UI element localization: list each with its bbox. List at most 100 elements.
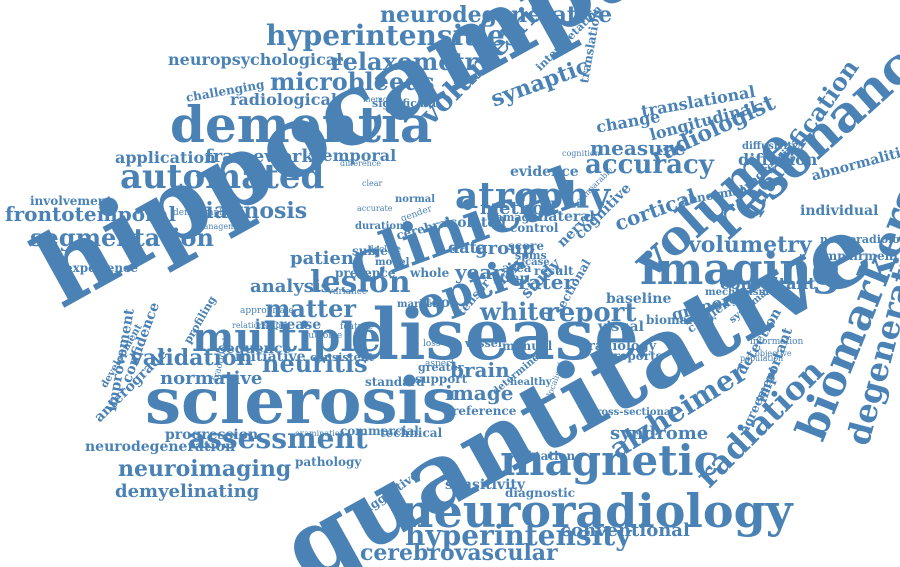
cloud-word-neurodegenerative: neurodegenerative xyxy=(380,2,613,28)
cloud-word-bilateral: bilateral xyxy=(528,209,595,225)
cloud-word-method: method xyxy=(480,198,557,219)
cloud-word-patient: patient xyxy=(290,248,363,269)
cloud-word-reference: reference xyxy=(452,404,517,418)
cloud-word-aspect: aspect xyxy=(425,359,455,369)
cloud-word-impairment: impairment xyxy=(820,249,899,263)
cloud-word-measure: measure xyxy=(590,136,686,160)
cloud-word-commercial: commercial xyxy=(340,424,419,438)
cloud-word-tran: tran xyxy=(500,271,529,285)
cloud-word-neuroradiologists: neuroradiologists xyxy=(820,233,900,246)
cloud-word-result: result xyxy=(534,264,574,278)
cloud-word-initiative: initiative xyxy=(235,349,306,365)
cloud-word-sensitivity: sensitivity xyxy=(445,477,526,493)
cloud-word-atrophy: atrophy xyxy=(455,175,611,217)
cloud-word-diffusion: diffusion xyxy=(738,150,818,169)
cloud-word-microbleeds: microbleeds xyxy=(270,67,435,96)
cloud-word-increase: increase xyxy=(255,317,322,333)
cloud-word-white: white xyxy=(480,297,554,326)
cloud-word-normative: normative xyxy=(160,368,263,389)
cloud-word-progression: progression xyxy=(165,427,259,443)
cloud-word-cross-sectional: cross-sectional xyxy=(590,407,675,418)
cloud-word-mechanism: mechanism xyxy=(705,287,770,298)
cloud-word-hyperintensity: hyperintensity xyxy=(405,519,632,552)
cloud-word-biomarker: biomarker xyxy=(646,313,717,327)
cloud-word-technical: technical xyxy=(380,426,443,440)
cloud-word-application: application xyxy=(115,148,216,167)
cloud-word-examination: examination xyxy=(295,429,345,438)
cloud-word-segmentation: segmentation xyxy=(30,223,214,252)
cloud-word-greater: greater xyxy=(418,361,464,374)
cloud-word-syndrome: syndrome xyxy=(610,423,709,444)
cloud-word-radiology: radiology xyxy=(588,339,657,354)
cloud-word-outcome: outcome xyxy=(303,331,343,341)
cloud-word-cerebrovascular: cerebrovascular xyxy=(360,540,558,566)
cloud-word-population: population xyxy=(740,354,784,363)
cloud-word-evidence: evidence xyxy=(510,164,579,180)
cloud-word-loss: loss xyxy=(423,339,441,349)
cloud-word-hyperintensities: hyperintensities xyxy=(266,19,521,52)
cloud-word-diagnosis: diagnosis xyxy=(190,198,308,224)
cloud-word-rater: rater xyxy=(518,270,574,294)
cloud-word-visual: visual xyxy=(598,319,644,335)
cloud-word-score: score xyxy=(508,239,545,253)
cloud-word-radiological: radiological xyxy=(230,90,337,109)
cloud-word-demyelinating: demyelinating xyxy=(115,481,260,502)
cloud-word-case: case xyxy=(525,257,550,268)
cloud-word-neurodegeneration: neurodegeneration xyxy=(85,439,236,455)
cloud-word-marker: marker xyxy=(397,299,438,310)
cloud-word-data: data xyxy=(448,238,488,257)
cloud-word-relaxometry: relaxometry xyxy=(330,47,492,76)
cloud-word-magnetic: magnetic xyxy=(500,436,720,485)
cloud-word-consultant: consultant xyxy=(720,274,816,293)
cloud-word-image: image xyxy=(445,381,514,405)
cloud-word-temporal: temporal xyxy=(315,146,397,165)
cloud-word-relationship: relationship xyxy=(232,321,281,330)
cloud-word-memory: memory xyxy=(363,95,397,104)
cloud-word-duration: duration xyxy=(355,221,404,232)
cloud-word-diffusivity: diffusivity xyxy=(742,141,798,152)
cloud-word-information: information xyxy=(750,337,804,347)
cloud-word-automated: automated xyxy=(120,157,325,197)
cloud-word-report: report xyxy=(545,298,637,328)
cloud-word-pathology: pathology xyxy=(295,455,362,469)
cloud-word-neuritis: neuritis xyxy=(262,349,368,378)
cloud-word-brain: brain xyxy=(450,358,510,382)
cloud-word-difference: difference xyxy=(340,159,382,168)
cloud-word-accuracy: accuracy xyxy=(585,150,714,180)
cloud-word-accurate: accurate xyxy=(357,204,393,213)
cloud-word-volumetry: volumetry xyxy=(688,232,812,258)
cloud-word-multiple: multiple xyxy=(192,314,381,361)
cloud-word-cognition: cognition xyxy=(562,149,600,158)
cloud-word-vessel: vessel xyxy=(465,337,502,350)
cloud-word-decline: decline xyxy=(368,245,402,255)
cloud-word-neuropsychological: neuropsychological xyxy=(168,50,343,69)
cloud-word-disease: disease xyxy=(350,293,639,376)
cloud-word-validation: validation xyxy=(130,345,253,371)
cloud-word-tool: tool xyxy=(425,295,456,311)
cloud-word-lesion: lesion xyxy=(310,265,411,300)
cloud-word-year: year xyxy=(455,260,503,284)
cloud-word-whole: whole xyxy=(410,266,450,280)
cloud-word-area: area xyxy=(502,261,532,275)
cloud-word-healthy: healthy xyxy=(510,377,552,388)
cloud-word-baseline: baseline xyxy=(606,291,672,307)
cloud-word-model: model xyxy=(375,257,410,268)
cloud-word-clear: clear xyxy=(362,179,383,188)
cloud-word-neuroradiology: neuroradiology xyxy=(400,484,793,538)
cloud-word-objective: objective xyxy=(755,349,792,358)
cloud-word-subject: subject xyxy=(352,244,401,258)
cloud-word-conventional: conventional xyxy=(560,520,690,541)
cloud-word-feature: feature xyxy=(340,322,374,332)
cloud-word-neuroimaging: neuroimaging xyxy=(118,456,292,482)
cloud-word-spms: spms xyxy=(515,249,547,262)
cloud-word-manual: manual xyxy=(502,339,553,353)
cloud-word-damage: damage xyxy=(488,211,537,224)
cloud-word-significant: significant xyxy=(372,97,438,110)
cloud-word-imaging: imaging xyxy=(640,244,843,295)
cloud-word-variance: variance xyxy=(328,287,368,297)
cloud-word-standard: standard xyxy=(365,375,425,389)
cloud-word-consistent: consistent xyxy=(310,351,374,364)
cloud-word-normal: normal xyxy=(395,194,436,205)
cloud-word-evaluation: evaluation xyxy=(505,449,576,463)
